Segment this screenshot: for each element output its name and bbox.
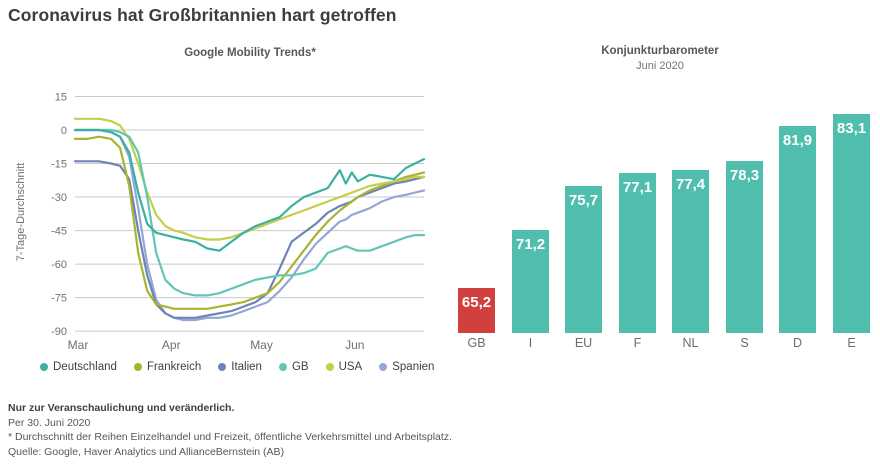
bar-nl: 77,4 <box>672 170 709 333</box>
legend-label: Frankreich <box>146 361 202 373</box>
footnotes: Nur zur Veranschaulichung und veränderli… <box>8 401 452 459</box>
y-tick-label: -30 <box>51 192 67 204</box>
line-series-deutschland <box>73 128 426 252</box>
legend-label: GB <box>291 361 309 373</box>
barometer-chart: Konjunkturbarometer Juni 2020 65,2 GB 71,2… <box>440 40 880 370</box>
x-tick-label: Jun <box>345 338 364 352</box>
footnote-line: * Durchschnitt der Reihen Einzelhandel u… <box>8 431 452 443</box>
bar-category-label: GB <box>467 336 486 350</box>
legend-dot-icon <box>379 363 388 371</box>
page-title: Coronavirus hat Großbritannien hart getr… <box>8 5 397 25</box>
bar-category-label: F <box>633 336 642 350</box>
bar-value-label: 75,7 <box>568 192 599 209</box>
bar-category-label: I <box>528 336 533 350</box>
y-tick-label: -90 <box>51 326 67 338</box>
bar-value-label: 71,2 <box>515 236 546 253</box>
legend-label: USA <box>338 361 363 373</box>
y-tick-label: -75 <box>51 293 67 305</box>
legend-item-usa: USA <box>325 361 363 373</box>
y-axis-label: 7-Tage-Durchschnitt <box>15 163 27 261</box>
bar-i: 71,2 <box>512 230 549 333</box>
mobility-legend: Deutschland Frankreich Italien GB USA Spanien <box>40 361 434 373</box>
barometer-chart-subtitle: Juni 2020 <box>636 60 684 72</box>
legend-dot-icon <box>40 363 48 371</box>
disclaimer-line: Nur zur Veranschaulichung und veränderli… <box>8 402 235 414</box>
bar-value-label: 77,4 <box>675 176 706 193</box>
bar-value-label: 77,1 <box>622 179 653 196</box>
x-tick-label: Mar <box>68 338 89 352</box>
bar-category-label: E <box>847 336 856 350</box>
legend-item-spanien: Spanien <box>379 361 434 373</box>
bar-f: 77,1 <box>619 173 656 333</box>
bar-gb: 65,2 <box>458 288 495 333</box>
x-tick-label: Apr <box>162 338 181 352</box>
source-line: Quelle: Google, Haver Analytics und Alli… <box>8 445 285 458</box>
legend-dot-icon <box>133 363 142 371</box>
bar-value-label: 81,9 <box>782 132 813 149</box>
legend-dot-icon <box>325 363 334 371</box>
x-tick-label: May <box>250 338 273 352</box>
y-tick-label: 0 <box>61 125 67 137</box>
y-tick-label: 15 <box>55 91 67 103</box>
bar-category-label: EU <box>574 336 593 350</box>
legend-label: Spanien <box>392 361 435 373</box>
line-series-gb <box>73 128 426 297</box>
as-of-date-line: Per 30. Juni 2020 <box>8 416 91 429</box>
y-tick-label: -45 <box>51 226 67 238</box>
mobility-chart-title: Google Mobility Trends* <box>184 47 316 59</box>
y-tick-label: -15 <box>51 159 67 171</box>
bar-eu: 75,7 <box>565 186 602 333</box>
legend-label: Italien <box>231 361 262 373</box>
bar-value-label: 65,2 <box>461 294 492 311</box>
line-series-spanien <box>73 128 426 322</box>
mobility-chart: 15 0 -15 -30 -45 -60 -75 -90 Mar Apr May Jun 7-Tage-… <box>0 0 440 400</box>
line-series-frankreich <box>73 135 426 310</box>
legend-dot-icon <box>278 363 287 371</box>
bar-category-label: D <box>792 336 803 350</box>
bar-d: 81,9 <box>779 126 816 333</box>
legend-item-deutschland: Deutschland <box>40 361 117 373</box>
y-tick-label: -60 <box>51 259 67 271</box>
bar-value-label: 78,3 <box>729 167 760 184</box>
bar-value-label: 83,1 <box>836 120 867 137</box>
bar-category-label: S <box>740 336 749 350</box>
legend-item-frankreich: Frankreich <box>133 361 202 373</box>
legend-dot-icon <box>218 363 227 371</box>
barometer-chart-title: Konjunkturbarometer <box>601 45 719 57</box>
legend-item-italien: Italien <box>218 361 262 373</box>
bar-e: 83,1 <box>833 114 870 333</box>
legend-label: Deutschland <box>53 361 117 373</box>
legend-item-gb: GB <box>278 361 309 373</box>
bar-category-label: NL <box>682 336 699 350</box>
bar-s: 78,3 <box>726 161 763 333</box>
